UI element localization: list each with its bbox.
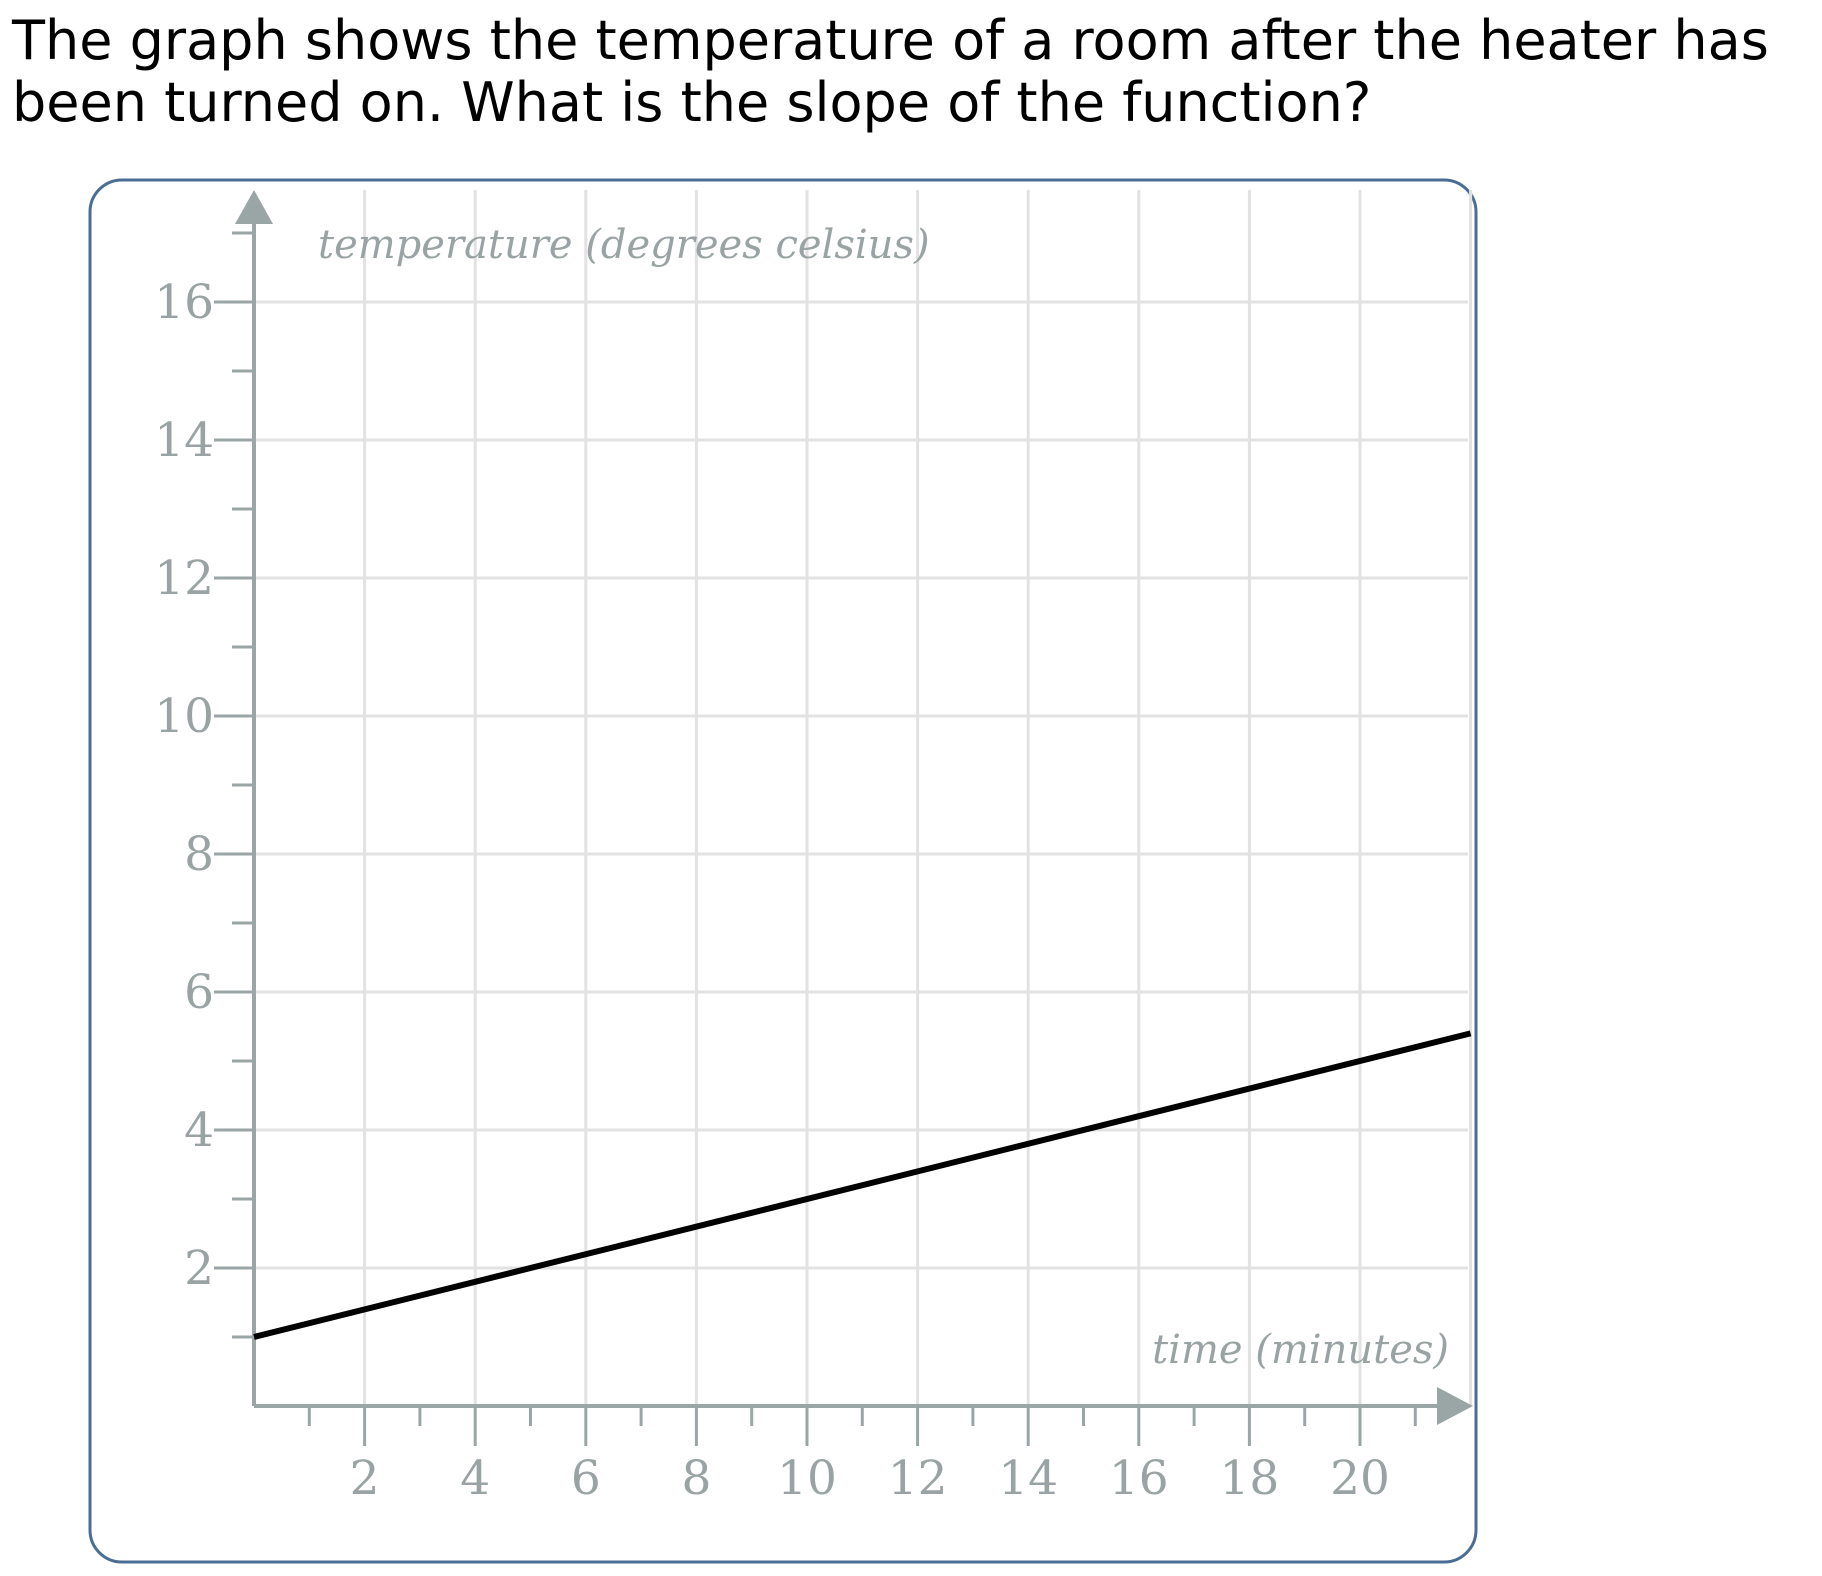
x-tick-label: 8 — [681, 1451, 711, 1506]
question-text: The graph shows the temperature of a roo… — [12, 10, 1812, 134]
y-tick-label: 6 — [184, 965, 214, 1020]
x-tick-label: 16 — [1109, 1451, 1169, 1506]
x-tick-label: 20 — [1330, 1451, 1390, 1506]
y-axis-arrow — [235, 190, 273, 224]
x-tick-label: 10 — [777, 1451, 837, 1506]
series-line — [253, 1030, 1472, 1340]
y-axis-title: temperature (degrees celsius) — [318, 222, 930, 268]
x-tick-label: 12 — [888, 1451, 948, 1506]
y-tick-label: 10 — [154, 689, 214, 744]
chart-frame — [88, 178, 1478, 1564]
x-tick-label: 4 — [460, 1451, 490, 1506]
question-line-1: The graph shows the temperature of a roo… — [12, 9, 1769, 72]
y-tick-label: 12 — [154, 551, 214, 606]
x-axis-arrow — [1437, 1387, 1473, 1425]
y-tick-label: 8 — [184, 827, 214, 882]
y-tick-label: 16 — [154, 275, 214, 330]
x-tick-label: 6 — [571, 1451, 601, 1506]
ticks: 2 4 6 8 10 12 14 16 18 20 2 4 6 8 10 12 14 16 — [154, 231, 1417, 1506]
y-tick-label: 14 — [154, 413, 214, 468]
y-tick-label: 2 — [184, 1241, 214, 1296]
x-tick-label: 14 — [998, 1451, 1058, 1506]
x-tick-label: 18 — [1219, 1451, 1279, 1506]
x-tick-label: 2 — [350, 1451, 380, 1506]
question-line-2: been turned on. What is the slope of the… — [12, 71, 1372, 134]
grid — [254, 190, 1473, 1406]
y-tick-label: 4 — [184, 1103, 214, 1158]
series-group — [253, 1030, 1472, 1340]
x-axis-title: time (minutes) — [1152, 1327, 1449, 1373]
axes — [235, 190, 1473, 1425]
